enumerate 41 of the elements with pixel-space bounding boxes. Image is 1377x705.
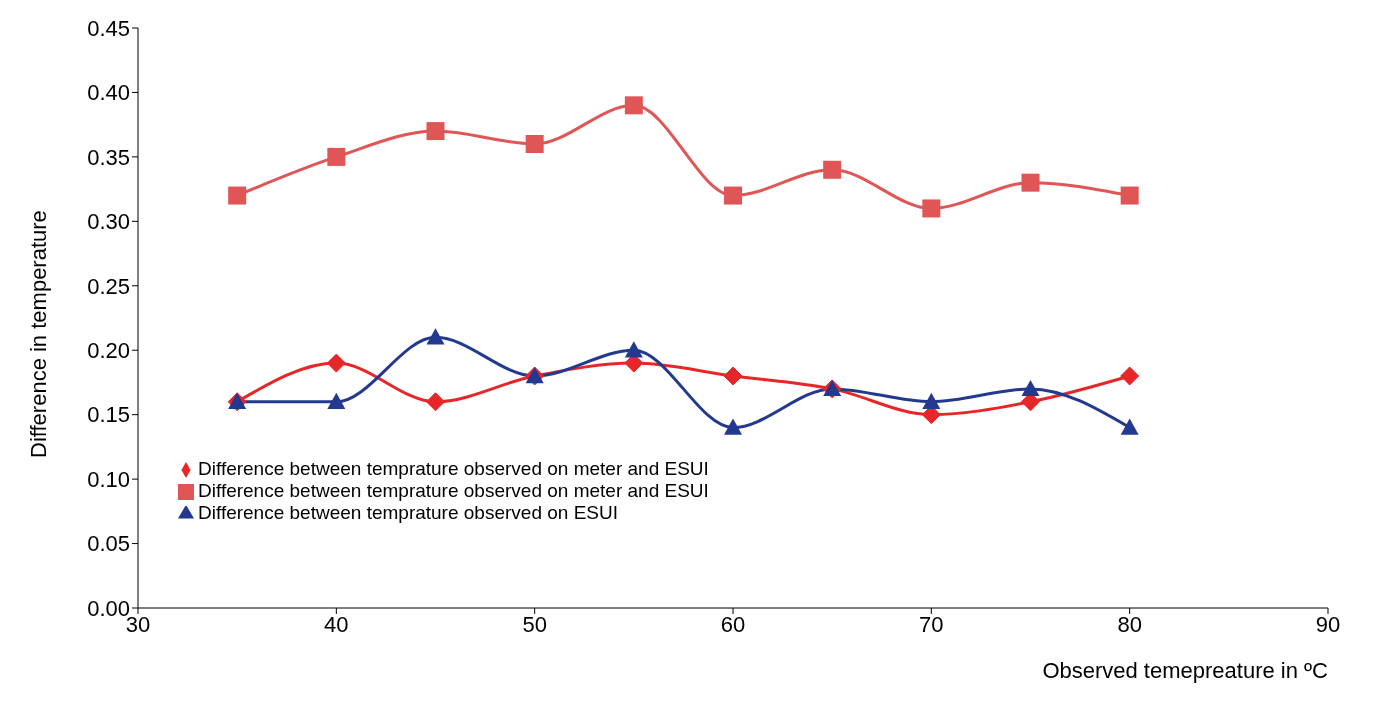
y-axis-title: Difference in temperature (25, 210, 51, 458)
y-tick-label: 0.45 (87, 15, 130, 41)
point (1120, 418, 1139, 435)
point (326, 353, 346, 373)
x-tick-label: 50 (522, 611, 547, 637)
point (724, 186, 742, 205)
point (922, 392, 941, 409)
point (327, 392, 346, 409)
legend-label: Difference between temprature observed on ESUI (198, 502, 618, 523)
point (426, 122, 445, 141)
legend-label: Difference between temprature observed on meter and ESUI (198, 458, 709, 479)
x-tick-label: 80 (1117, 611, 1142, 637)
x-tick-label: 70 (919, 611, 944, 637)
y-tick-label: 0.15 (87, 402, 130, 428)
point (228, 186, 247, 205)
point (525, 135, 544, 153)
y-tick-label: 0.35 (87, 144, 130, 170)
point (922, 199, 941, 218)
y-tick-label: 0.30 (87, 209, 130, 235)
point (823, 160, 842, 179)
x-tick-label: 60 (720, 611, 746, 637)
y-tick-label: 0.05 (87, 531, 130, 557)
point (1120, 186, 1139, 205)
point (624, 341, 643, 358)
x-axis-title: Observed temepreature in ºC (1042, 658, 1329, 683)
y-tick-label: 0.25 (87, 273, 130, 299)
point (426, 328, 445, 345)
point (327, 147, 346, 166)
point (624, 96, 643, 115)
legend-label: Difference between temprature observed on meter and ESUI (198, 480, 709, 501)
y-tick-label: 0.20 (87, 338, 130, 364)
y-tick-label: 0.10 (87, 466, 130, 492)
point (1021, 173, 1040, 192)
point (724, 418, 742, 435)
x-tick-label: 40 (324, 611, 349, 637)
point (723, 366, 743, 386)
point (1021, 379, 1040, 397)
x-tick-label: 90 (1315, 611, 1341, 637)
y-tick-label: 0.40 (87, 80, 130, 106)
point (426, 392, 445, 412)
point (1120, 366, 1140, 386)
